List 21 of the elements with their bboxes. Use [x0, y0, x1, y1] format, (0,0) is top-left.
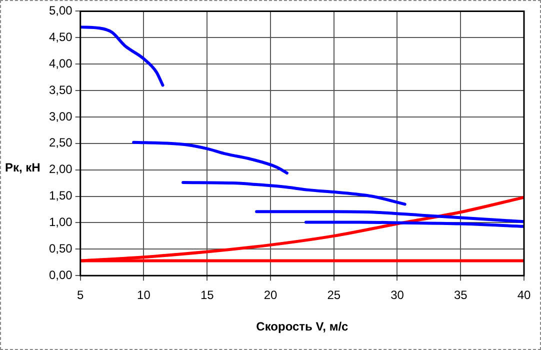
x-tick-label: 40 [517, 288, 531, 302]
x-tick-label: 5 [77, 288, 84, 302]
y-tick-label: 0,00 [48, 268, 73, 282]
x-tick-label: 10 [137, 288, 151, 302]
y-tick-label: 3,50 [48, 82, 73, 97]
x-tick-label: 15 [200, 288, 214, 302]
y-tick-label: 4,00 [48, 56, 73, 70]
y-tick-label: 5,00 [48, 4, 73, 18]
x-tick-label: 30 [390, 288, 404, 302]
x-tick-label: 20 [264, 288, 278, 302]
y-tick-label: 1,00 [48, 215, 73, 230]
y-tick-label: 2,50 [48, 136, 73, 150]
x-tick-label: 35 [454, 288, 468, 302]
x-axis-title: Скорость V, м/с [256, 319, 349, 334]
y-tick-label: 3,00 [48, 109, 73, 124]
y-tick-label: 4,50 [48, 30, 73, 44]
y-tick-label: 1,50 [48, 188, 73, 203]
y-tick-label: 0,50 [48, 241, 73, 256]
y-axis-title: Рк, кН [5, 160, 40, 175]
y-tick-label: 2,00 [48, 162, 73, 176]
x-tick-label: 25 [327, 288, 341, 302]
